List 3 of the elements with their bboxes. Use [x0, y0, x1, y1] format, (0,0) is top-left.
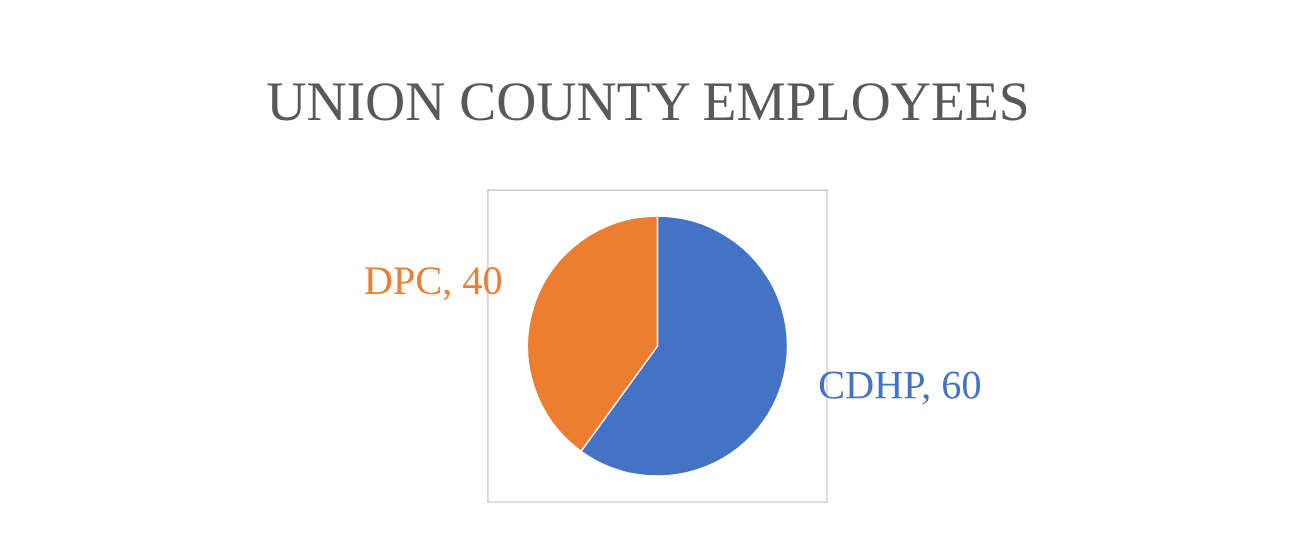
chart-title: UNION COUNTY EMPLOYEES — [267, 83, 1027, 121]
data-label: DPC, 40 — [365, 267, 502, 301]
data-label: CDHP, 60 — [819, 371, 981, 405]
